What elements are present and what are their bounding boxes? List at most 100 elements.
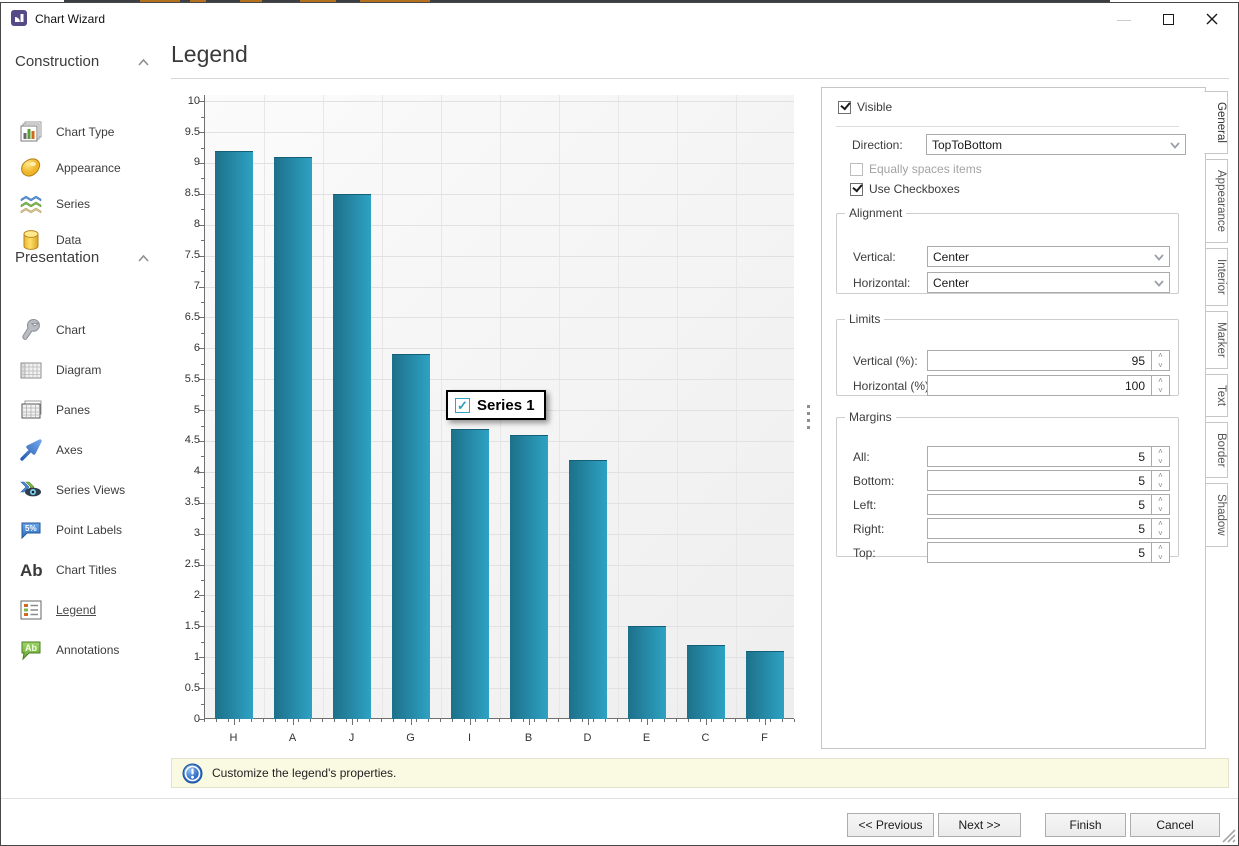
sidebar-item-chart-titles[interactable]: Ab Chart Titles [1,553,171,587]
y-axis-tick [201,610,204,612]
resize-grip[interactable] [1220,827,1236,843]
spin-up-icon[interactable]: ˄ [1158,543,1163,553]
minimize-button[interactable]: — [1117,11,1131,27]
next-button[interactable]: Next >> [938,813,1021,837]
y-axis-label: 0.5 [184,681,200,694]
horizontal-alignment-dropdown[interactable]: Center [927,272,1170,293]
use-checkboxes-label: Use Checkboxes [869,182,960,196]
tab-text[interactable]: Text [1205,373,1228,417]
margin-all-input[interactable] [928,447,1169,466]
sidebar-item-data[interactable]: Data [1,223,171,257]
margin-left-input[interactable] [928,495,1169,514]
vertical-limit-spinner[interactable]: ˄˅ [927,350,1170,371]
sidebar-item-diagram[interactable]: Diagram [1,353,171,387]
sidebar-item-legend[interactable]: Legend [1,593,171,627]
margin-right-input[interactable] [928,519,1169,538]
checkbox-disabled-icon [850,162,863,176]
spin-down-icon[interactable]: ˅ [1158,504,1163,514]
sidebar-item-chart[interactable]: Chart [1,313,171,347]
tab-shadow[interactable]: Shadow [1205,483,1228,547]
legend-checkbox[interactable]: ✓ [455,397,470,413]
spin-up-icon[interactable]: ˄ [1158,447,1163,457]
close-button[interactable] [1190,3,1234,35]
tab-appearance[interactable]: Appearance [1205,158,1228,243]
margin-top-input[interactable] [928,543,1169,562]
y-axis-label: 6.5 [184,310,200,323]
grid-line-horizontal [205,101,794,103]
sidebar-item-point-labels[interactable]: 5% Point Labels [1,513,171,547]
spin-down-icon[interactable]: ˅ [1158,480,1163,490]
tab-border[interactable]: Border [1205,421,1228,479]
cancel-button[interactable]: Cancel [1130,813,1220,837]
x-axis-tick [587,719,589,725]
spin-down-icon[interactable]: ˅ [1158,528,1163,538]
y-axis-tick [199,317,204,319]
finish-button[interactable]: Finish [1045,813,1126,837]
margin-right-spinner[interactable]: ˄˅ [927,518,1170,539]
sidebar-item-appearance[interactable]: Appearance [1,151,171,185]
y-axis-tick [201,672,204,674]
direction-dropdown[interactable]: TopToBottom [926,134,1186,155]
x-axis-minor-tick [440,719,441,722]
bar-G [391,354,430,719]
y-axis-label: 1.5 [184,619,200,632]
margins-group-title: Margins [849,410,892,424]
grid-line-horizontal [205,317,794,319]
sidebar-item-chart-type[interactable]: Chart Type [1,115,171,149]
horizontal-limit-input[interactable] [928,376,1169,395]
margin-left-spinner[interactable]: ˄˅ [927,494,1170,515]
y-axis-tick [201,363,204,365]
section-construction[interactable]: Construction [1,49,171,75]
use-checkboxes-checkbox[interactable]: Use Checkboxes [850,182,960,196]
sidebar-item-label: Data [56,233,82,247]
spin-up-icon[interactable]: ˄ [1158,376,1163,386]
tab-marker[interactable]: Marker [1205,310,1228,369]
spin-down-icon[interactable]: ˅ [1158,360,1163,370]
y-axis-tick [199,379,204,381]
margin-bottom-spinner[interactable]: ˄˅ [927,470,1170,491]
maximize-button[interactable] [1146,3,1190,35]
vertical-alignment-dropdown[interactable]: Center [927,246,1170,267]
direction-label: Direction: [852,138,903,152]
x-axis-minor-tick [652,719,654,722]
visible-checkbox[interactable]: Visible [838,100,892,114]
spin-down-icon[interactable]: ˅ [1158,385,1163,395]
spin-down-icon[interactable]: ˅ [1158,456,1163,466]
previous-button[interactable]: << Previous [847,813,934,837]
sidebar-item-label: Panes [56,403,91,417]
x-axis-label: E [642,732,651,744]
vertical-limit-input[interactable] [928,351,1169,370]
status-message: Customize the legend's properties. [212,766,397,780]
grid-line-horizontal [205,533,794,535]
sidebar-item-annotations[interactable]: Ab Annotations [1,633,171,667]
appearance-icon [17,154,45,182]
vertical-limit-label: Vertical (%): [853,354,918,368]
sidebar-item-axes[interactable]: Axes [1,433,171,467]
axes-arrow-icon [17,436,45,464]
margin-bottom-input[interactable] [928,471,1169,490]
section-presentation[interactable]: Presentation [1,245,171,271]
chart-legend-box[interactable]: ✓ Series 1 [446,390,546,420]
chevron-down-icon [1151,275,1167,291]
title-divider [171,78,1229,79]
chart-preview: ✓ Series 1 0 0.5 1 1.5 2 2.5 3 3.5 4 4.5 5 5.5 6 6.5 7… [179,89,801,751]
y-axis-label: 4 [193,465,200,478]
spin-up-icon[interactable]: ˄ [1158,519,1163,529]
tab-general[interactable]: General [1204,91,1228,154]
sidebar-item-series[interactable]: Series [1,187,171,221]
y-axis-label: 10 [187,94,200,107]
panel-splitter[interactable] [807,405,811,433]
x-axis-minor-tick [475,719,477,722]
sidebar-item-series-views[interactable]: Series Views [1,473,171,507]
margin-top-spinner[interactable]: ˄˅ [927,542,1170,563]
spin-up-icon[interactable]: ˄ [1158,495,1163,505]
sidebar-item-label: Chart Type [56,125,115,139]
margin-all-spinner[interactable]: ˄˅ [927,446,1170,467]
spin-up-icon[interactable]: ˄ [1158,351,1163,361]
x-axis-minor-tick [711,719,713,722]
horizontal-limit-spinner[interactable]: ˄˅ [927,375,1170,396]
spin-down-icon[interactable]: ˅ [1158,552,1163,562]
tab-interior[interactable]: Interior [1205,247,1228,306]
sidebar-item-panes[interactable]: Panes [1,393,171,427]
spin-up-icon[interactable]: ˄ [1158,471,1163,481]
